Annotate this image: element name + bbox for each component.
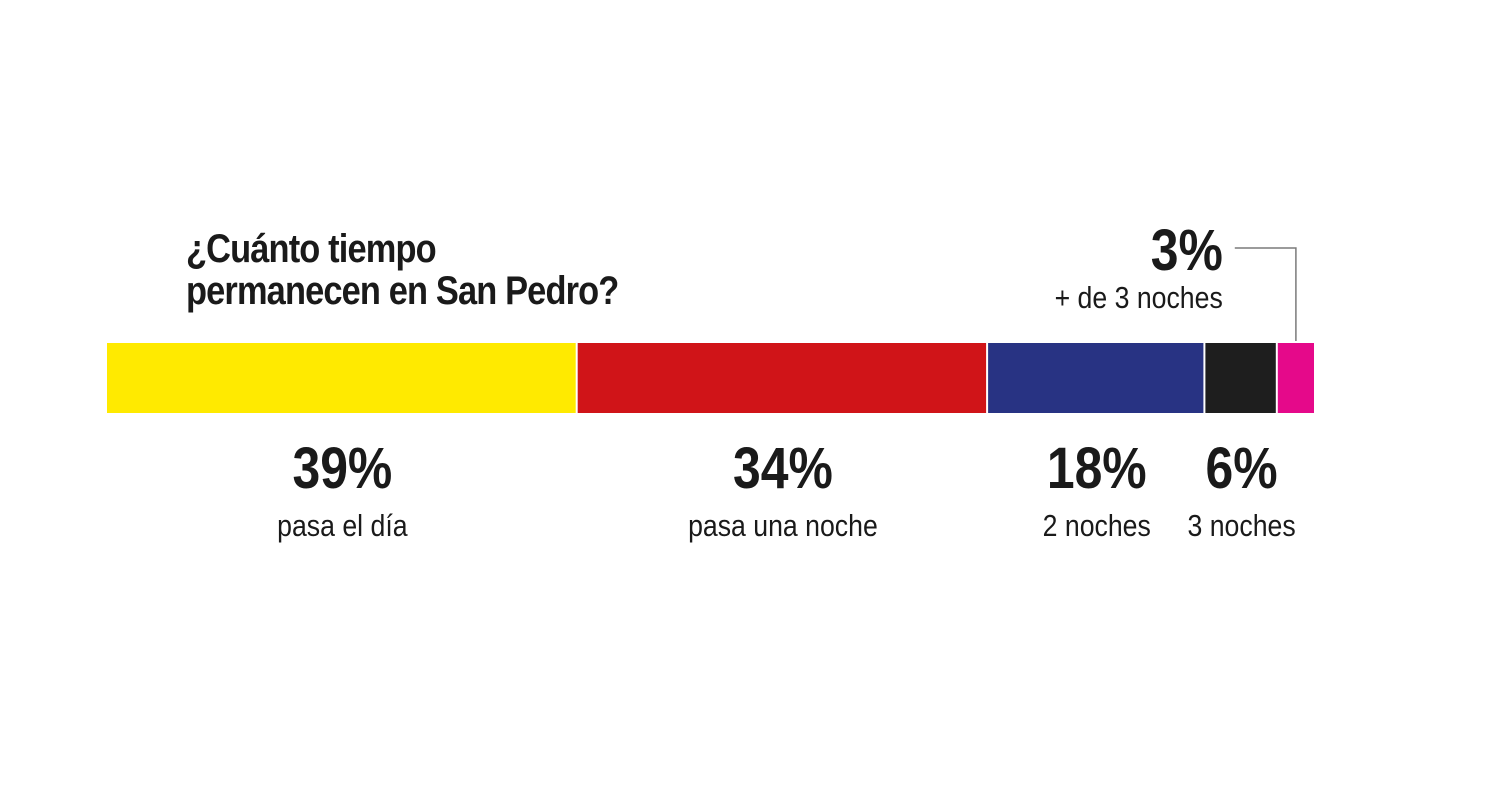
bar-segment-1	[107, 343, 576, 413]
chart-title-line-2: permanecen en San Pedro?	[186, 269, 619, 313]
segment-value-label: 6%	[1206, 437, 1278, 501]
bar-segments	[107, 343, 1314, 413]
bar-segment-3	[988, 343, 1204, 413]
segment-value-label: 34%	[733, 437, 833, 501]
callout-line	[1234, 247, 1297, 341]
bar-segment-2	[577, 343, 987, 413]
segment-value-label: 3%	[1151, 219, 1223, 283]
segment-category-label: 2 noches	[1043, 509, 1151, 543]
segment-value-label: 39%	[292, 437, 392, 501]
segment-value-label: 18%	[1047, 437, 1147, 501]
segment-category-label: + de 3 noches	[1055, 281, 1223, 315]
bar-segment-4	[1205, 343, 1276, 413]
chart-title-line-1: ¿Cuánto tiempo	[186, 227, 437, 271]
chart-title: ¿Cuánto tiempo permanecen en San Pedro?	[186, 228, 668, 312]
segment-category-label: pasa el día	[277, 509, 408, 543]
bar-segment-5	[1277, 343, 1314, 413]
segment-category-label: 3 noches	[1187, 509, 1295, 543]
segment-category-label: pasa una noche	[688, 509, 878, 543]
segment-labels: 39% pasa el día 34% pasa una noche 18% 2 noch…	[277, 219, 1297, 544]
